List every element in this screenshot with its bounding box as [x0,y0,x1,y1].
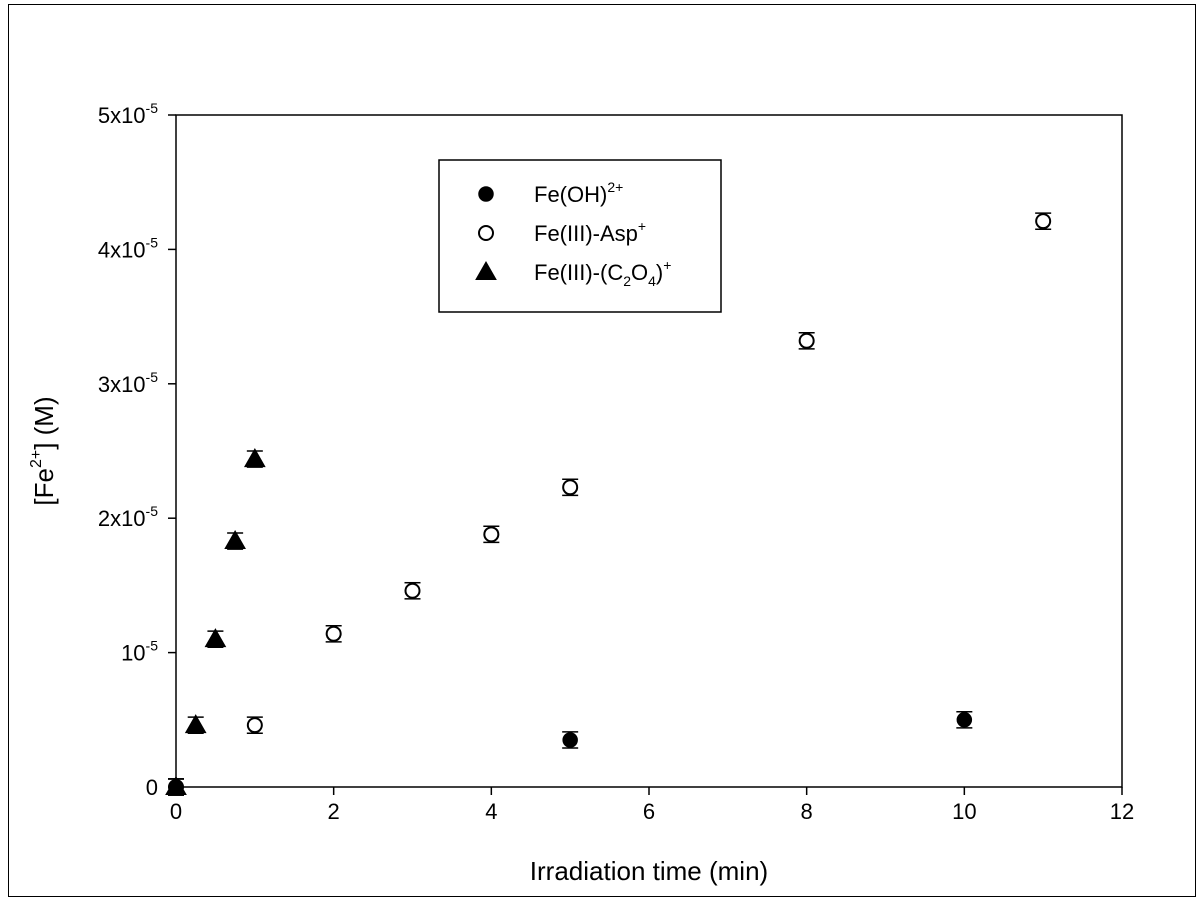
y-tick-label: 2x10-5 [98,503,158,531]
x-tick-label: 12 [1110,799,1134,824]
x-tick-label: 6 [643,799,655,824]
data-point [184,714,207,734]
data-point [798,332,815,349]
legend-entry: Fe(III)-(C2O4)+ [534,257,671,289]
legend-marker [478,186,494,202]
x-tick-label: 2 [328,799,340,824]
x-tick-label: 10 [952,799,976,824]
legend-entry: Fe(III)-Asp+ [534,218,646,246]
y-tick-label: 10-5 [121,638,158,666]
x-tick-label: 8 [801,799,813,824]
data-point [243,448,266,468]
y-tick-label: 4x10-5 [98,234,158,262]
data-point [404,582,421,599]
x-axis-label: Irradiation time (min) [530,856,768,886]
x-tick-label: 0 [170,799,182,824]
y-tick-label: 0 [146,775,158,800]
data-point [246,717,263,734]
x-tick-label: 4 [485,799,497,824]
figure-frame [8,4,1196,897]
data-point [325,625,342,642]
data-point [204,628,227,648]
y-tick-label: 5x10-5 [98,100,158,128]
data-point [224,530,246,550]
legend-marker [475,260,497,280]
legend-marker [478,225,494,241]
y-tick-label: 3x10-5 [98,369,158,397]
data-point [562,479,579,496]
y-axis-label: [Fe2+] (M) [28,396,59,505]
data-point [1035,213,1052,230]
data-point [168,779,184,795]
data-point [956,712,973,728]
data-point [483,526,500,543]
legend-entry: Fe(OH)2+ [534,179,623,207]
data-point [562,732,578,748]
